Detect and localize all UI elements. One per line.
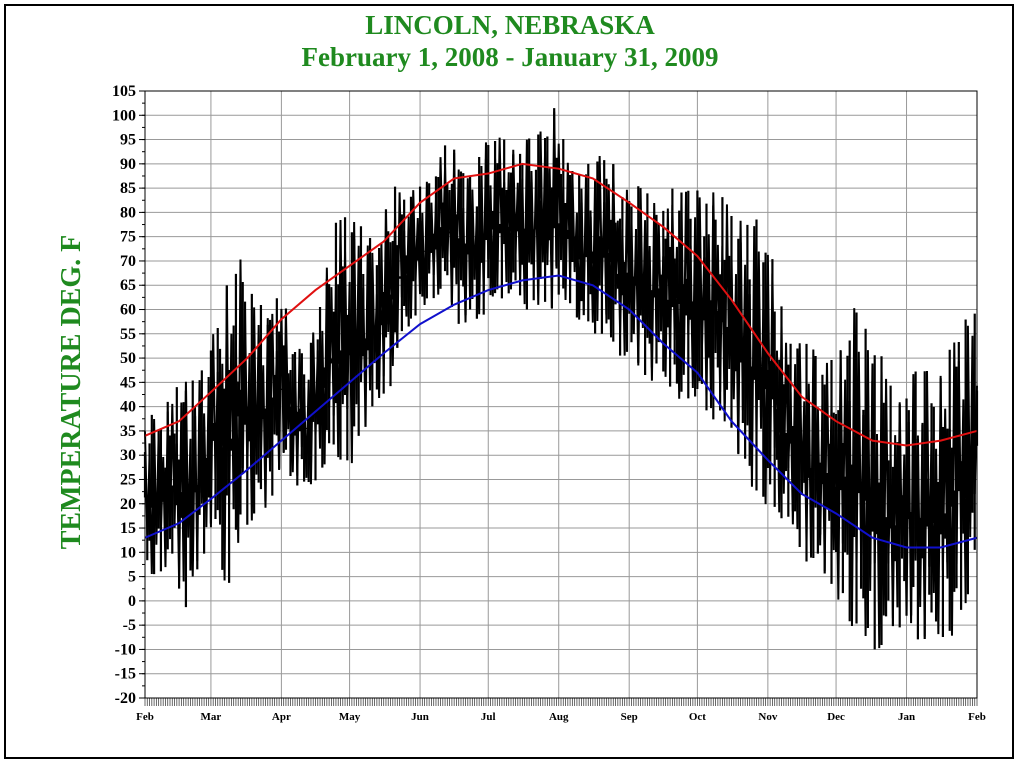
x-tick-label: Aug (549, 711, 569, 723)
y-tick-label: 105 (112, 83, 136, 100)
y-tick-label: 100 (112, 107, 136, 124)
y-tick-label: -5 (123, 617, 136, 634)
x-tick-label: Feb (968, 711, 986, 723)
x-tick-label: Oct (689, 711, 706, 723)
y-tick-label: 55 (120, 326, 136, 343)
plot-border (144, 90, 978, 699)
x-tick-label: Jan (898, 711, 915, 723)
y-tick-label: 40 (120, 399, 136, 416)
y-tick-label: -10 (115, 641, 136, 658)
y-tick-label: 45 (120, 374, 136, 391)
y-tick-label: -20 (115, 690, 136, 707)
y-tick-label: -15 (115, 666, 136, 683)
y-tick-label: 70 (120, 253, 136, 270)
x-tick-label: Sep (621, 711, 638, 723)
x-tick-label: Nov (758, 711, 777, 723)
normal-min-line (144, 274, 978, 549)
y-tick-label: 65 (120, 277, 136, 294)
normal-max-line (144, 162, 978, 447)
chart-subtitle: February 1, 2008 - January 31, 2009 (301, 42, 719, 72)
y-tick-label: 75 (120, 229, 136, 246)
y-tick-label: 30 (120, 447, 136, 464)
chart-title: LINCOLN, NEBRASKA (365, 10, 655, 40)
daily-temperature-line (144, 111, 978, 649)
x-tick-label: Feb (136, 711, 154, 723)
y-tick-label: 5 (128, 569, 136, 586)
y-tick-label: 95 (120, 132, 136, 149)
y-tick-label: 10 (120, 544, 136, 561)
y-tick-label: 80 (120, 204, 136, 221)
y-tick-label: 90 (120, 156, 136, 173)
x-tick-label: Mar (201, 711, 222, 723)
y-tick-label: 85 (120, 180, 136, 197)
y-tick-label: 0 (128, 593, 136, 610)
x-tick-label: Jun (411, 711, 429, 723)
x-tick-label: Apr (272, 711, 291, 723)
x-tick-label: May (339, 711, 361, 723)
x-tick-label: Dec (827, 711, 845, 723)
x-tick-label: Jul (481, 711, 496, 723)
y-tick-label: 50 (120, 350, 136, 367)
y-tick-label: 20 (120, 496, 136, 513)
y-tick-label: 60 (120, 302, 136, 319)
y-tick-label: 35 (120, 423, 136, 440)
y-tick-label: 25 (120, 471, 136, 488)
y-tick-label: 15 (120, 520, 136, 537)
